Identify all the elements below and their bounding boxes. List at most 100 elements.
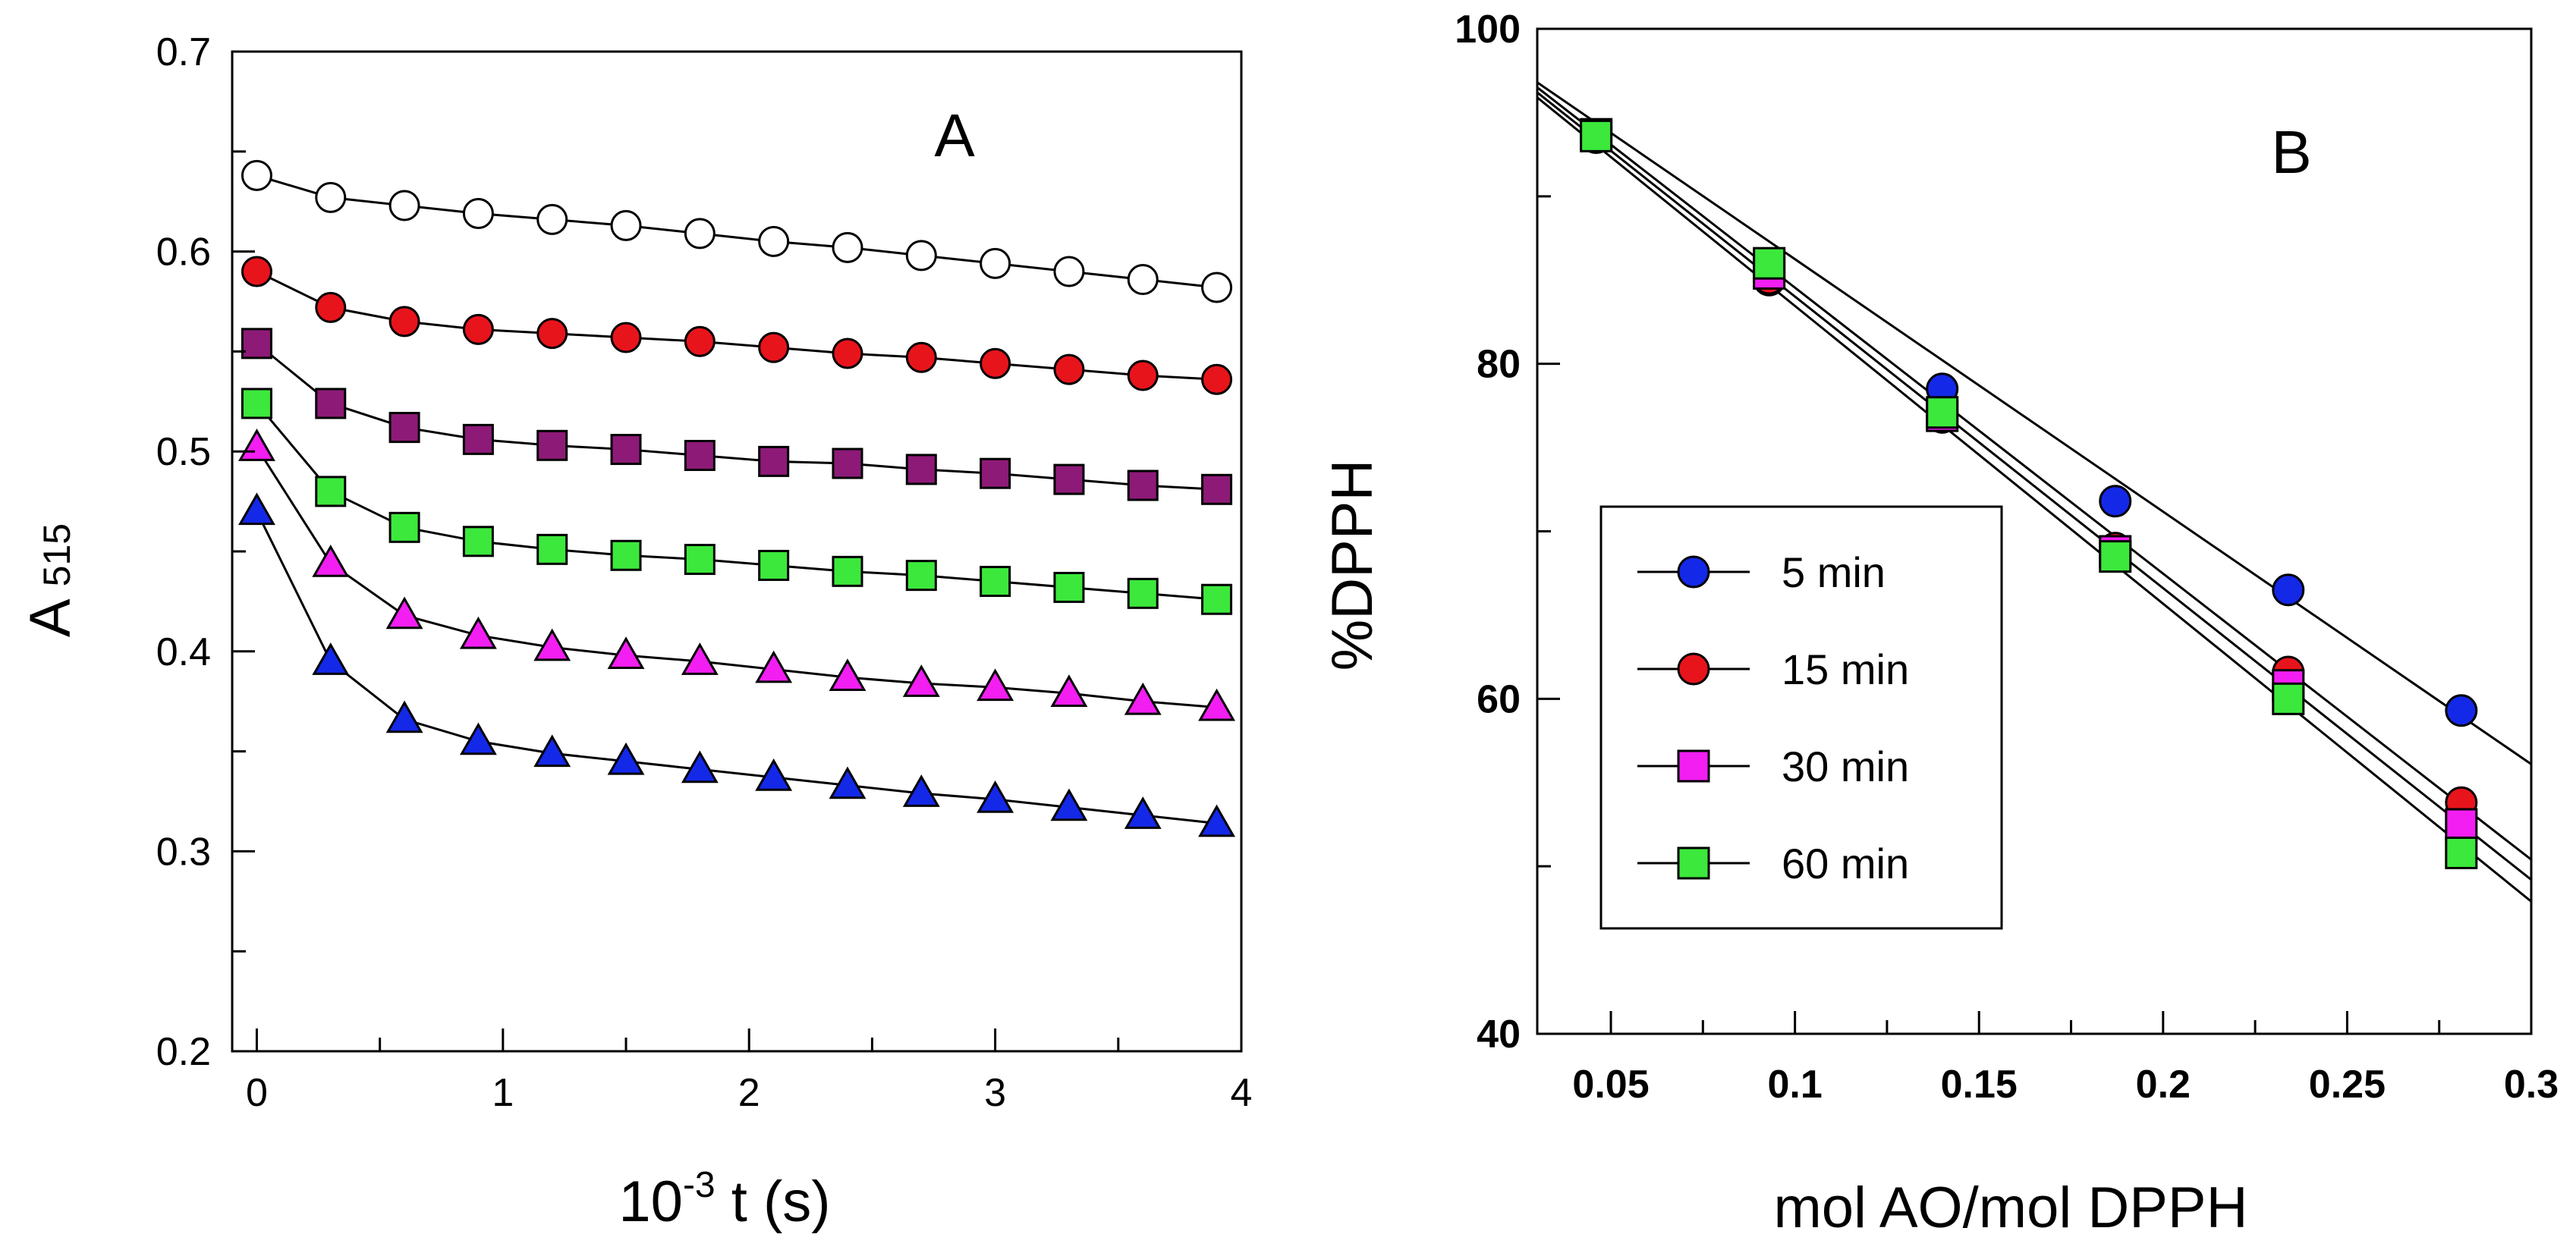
panel-a-x-tick-label: 4 — [1231, 1071, 1253, 1115]
x-axis-exponent: -3 — [683, 1165, 716, 1205]
panel-a-series-1-point — [832, 231, 863, 263]
panel-b-x-tick-label: 0.3 — [2504, 1063, 2559, 1107]
panel-a-series-2-point — [905, 341, 937, 373]
legend-label: 15 min — [1782, 645, 1909, 693]
panel-a-series-5-point — [755, 650, 793, 683]
panel-a-series-5-point — [385, 596, 423, 630]
panel-a-series-3-point — [1201, 473, 1233, 505]
panel-a-series-4-point — [684, 544, 716, 576]
panel-b-y-tick-label: 100 — [1455, 8, 1521, 52]
panel-a-series-1-point — [1127, 264, 1159, 296]
x-axis-base: 10 — [618, 1170, 683, 1234]
panel-a-series-2-point — [388, 306, 420, 338]
panel-a-y-tick-label: 0.3 — [156, 830, 211, 874]
panel-b-fit-line-1 — [1537, 81, 2531, 765]
panel-a-y-tick-label: 0.6 — [156, 231, 211, 275]
panel-a-series-5-point — [829, 658, 867, 691]
panel-a-y-axis-title: A 515 — [18, 523, 83, 637]
panel-b-x-tick-label: 0.05 — [1572, 1063, 1649, 1107]
panel-a-series-6-point — [533, 734, 571, 768]
panel-a-series-1-point — [1053, 256, 1085, 287]
panel-b-fit-lines — [1537, 81, 2531, 903]
panel-a-letter: A — [934, 102, 975, 169]
panel-b-series-4-point — [1580, 119, 1613, 152]
panel-a-series-1-point — [388, 190, 420, 221]
legend-entry: 5 min — [1637, 548, 1886, 596]
panel-a-series-4-point — [241, 388, 272, 419]
panel-b-x-axis-title: mol AO/mol DPPH — [1773, 1176, 2247, 1240]
panel-a-series-3-point — [758, 445, 790, 477]
panel-a-markers — [238, 159, 1235, 837]
panel-b-series-4-point — [1926, 396, 1959, 429]
panel-a-y-tick-label: 0.7 — [156, 30, 211, 74]
panel-a-series-5-point — [1198, 688, 1235, 721]
panel-b-x-tick-label: 0.15 — [1941, 1063, 2018, 1107]
panel-b-fit-line-4 — [1537, 96, 2531, 903]
panel-a-series-2-point — [536, 318, 568, 350]
panel-b-series-1-point — [2272, 573, 2305, 607]
panel-a-series-6-point — [238, 492, 275, 526]
x-axis-rest: t (s) — [716, 1170, 831, 1234]
panel-a-series-6-point — [977, 780, 1014, 813]
panel-a-series-3-point — [1127, 469, 1159, 501]
panel-b-x-tick-label: 0.1 — [1767, 1063, 1822, 1107]
panel-a-series-5-point — [1050, 674, 1088, 708]
panel-a-frame — [231, 50, 1243, 1053]
panel-a-series-6-point — [459, 722, 497, 755]
panel-a-series-2-point — [1201, 363, 1233, 395]
panel-a-series-2-point — [610, 322, 642, 353]
panel-a-series-6-point — [1198, 804, 1235, 837]
panel-a-series-6-point — [755, 758, 793, 791]
panel-b-y-axis-title: %DPPH — [1320, 460, 1385, 671]
panel-a-series-3-point — [980, 457, 1011, 489]
panel-a-series-4-point — [315, 476, 347, 507]
panel-a-y-tick-label: 0.2 — [156, 1030, 211, 1074]
panel-a-series-4-point — [1053, 571, 1085, 603]
panel-a-series-1-point — [610, 209, 642, 241]
panel-a-series-2-point — [241, 256, 272, 287]
panel-a-series-4-point — [1201, 583, 1233, 615]
panel-a-series-3-point — [610, 434, 642, 466]
panel-a-series-1-point — [1201, 272, 1233, 303]
panel-b-fit-line-3 — [1537, 91, 2531, 881]
panel-a-series-5-point — [1124, 682, 1162, 715]
panel-a-x-tick-label: 1 — [492, 1071, 514, 1115]
panel-a-series-6-point — [312, 642, 350, 675]
panel-a-series-5-point — [607, 636, 645, 669]
panel-a-series-line-6 — [256, 510, 1217, 824]
panel-a-series-4-point — [536, 533, 568, 565]
panel-b-fit-line-2 — [1537, 86, 2531, 861]
panel-b-series-1-point — [2445, 694, 2478, 727]
panel-b-legend: 5 min 15 min 30 min 60 min — [1599, 505, 2003, 930]
panel-a-series-4-point — [980, 566, 1011, 598]
panel-a-axes — [231, 50, 1243, 1053]
panel-a-series-3-point — [832, 448, 863, 479]
legend-box — [1599, 505, 2003, 930]
legend-entry: 15 min — [1637, 645, 1909, 693]
legend-marker — [1677, 555, 1710, 589]
legend-label: 5 min — [1782, 548, 1886, 596]
y-axis-main: A — [18, 598, 83, 637]
panel-b-y-tick-label: 80 — [1477, 343, 1521, 387]
panel-a-series-6-point — [681, 750, 719, 784]
panel-a-series-1-point — [684, 218, 716, 250]
panel-a-series-2-point — [758, 331, 790, 363]
panel-a-series-3-point — [1053, 463, 1085, 495]
panel-a-series-5-point — [977, 668, 1014, 702]
panel-a-series-3-point — [241, 328, 272, 360]
panel-a-series-3-point — [684, 439, 716, 471]
panel-a-series-4-point — [462, 526, 494, 557]
panel-a-series-1-point — [758, 225, 790, 257]
panel-b: 0.05 0.1 0.15 0.2 0.25 0.3 40 60 80 100 B mol AO/… — [1320, 8, 2559, 1240]
panel-a-series-2-point — [684, 325, 716, 357]
legend-marker — [1677, 749, 1710, 783]
panel-a-series-1-point — [980, 247, 1011, 279]
panel-a-series-5-point — [681, 642, 719, 675]
panel-a-y-tick-label: 0.5 — [156, 430, 211, 474]
panel-b-series-4-point — [2445, 837, 2478, 869]
panel-a-series-6-point — [607, 742, 645, 775]
panel-a-series-5-point — [238, 429, 275, 461]
panel-a-tick-labels: 0 1 2 3 4 0.2 0.3 0.4 0.5 0.6 0.7 — [156, 30, 1253, 1115]
panel-a-series-3-point — [462, 423, 494, 455]
